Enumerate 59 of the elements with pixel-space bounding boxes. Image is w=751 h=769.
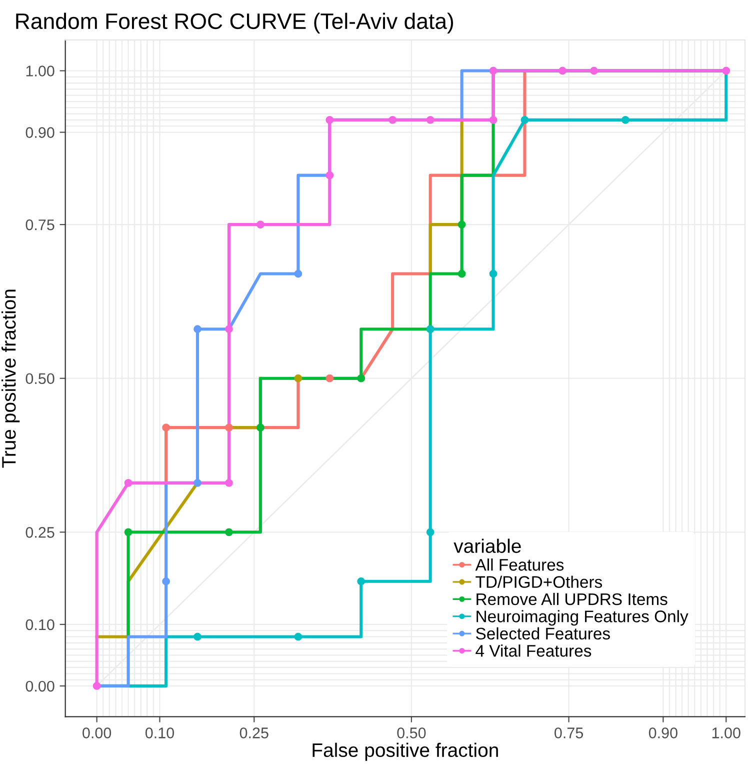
y-tick-label: 0.75: [26, 219, 54, 230]
legend-label: TD/PIGD+Others: [476, 576, 602, 588]
point: [225, 325, 233, 334]
point: [558, 66, 566, 75]
point: [294, 632, 302, 641]
point: [357, 577, 366, 586]
point: [225, 528, 233, 536]
x-tick-label: 1.00: [712, 728, 740, 738]
point: [194, 478, 202, 487]
point: [124, 528, 132, 536]
point: [489, 116, 498, 124]
point: [621, 116, 630, 124]
legend-label: Neuroimaging Features Only: [476, 610, 688, 626]
point: [194, 632, 202, 641]
chart-title: Random Forest ROC CURVE (Tel-Aviv data): [16, 12, 454, 34]
x-tick-label: 0.90: [648, 728, 678, 738]
point: [458, 220, 466, 228]
y-tick-label: 0.10: [26, 619, 54, 630]
x-tick-label: 0.50: [397, 728, 426, 738]
y-tick-label: 1.00: [26, 66, 54, 76]
x-axis-title: False positive fraction: [312, 742, 498, 761]
point: [162, 577, 170, 586]
point: [92, 682, 101, 690]
point: [357, 374, 366, 382]
legend-title: variable: [454, 538, 521, 553]
point: [489, 270, 498, 278]
point: [489, 66, 498, 75]
legend-label: Remove All UPDRS Items: [476, 592, 668, 606]
x-tick-label: 0.75: [554, 728, 584, 738]
point: [256, 424, 264, 432]
point: [162, 424, 170, 432]
y-tick-label: 0.00: [26, 680, 54, 692]
point: [520, 116, 529, 124]
y-tick-label: 0.90: [26, 127, 54, 138]
y-axis-title: True positive fraction: [2, 290, 20, 468]
point: [590, 66, 598, 75]
point: [326, 374, 334, 382]
legend-label: Selected Features: [476, 627, 610, 640]
y-tick-label: 0.25: [26, 527, 54, 538]
point: [326, 171, 334, 180]
point: [458, 270, 466, 278]
point: [426, 116, 434, 124]
point: [722, 66, 730, 75]
point: [388, 116, 397, 124]
x-tick-label: 0.10: [145, 728, 174, 738]
point: [294, 270, 302, 278]
point: [426, 528, 434, 536]
point: [194, 325, 202, 334]
point: [256, 220, 264, 228]
point: [225, 424, 233, 432]
point: [225, 478, 233, 487]
legend-label: 4 Vital Features: [476, 644, 592, 657]
point: [326, 116, 334, 124]
legend-label: All Features: [475, 558, 564, 571]
x-tick-label: 0.00: [82, 728, 112, 738]
x-tick-label: 0.25: [240, 728, 268, 738]
point: [124, 478, 132, 487]
y-tick-label: 0.50: [26, 373, 54, 384]
point: [294, 374, 302, 382]
